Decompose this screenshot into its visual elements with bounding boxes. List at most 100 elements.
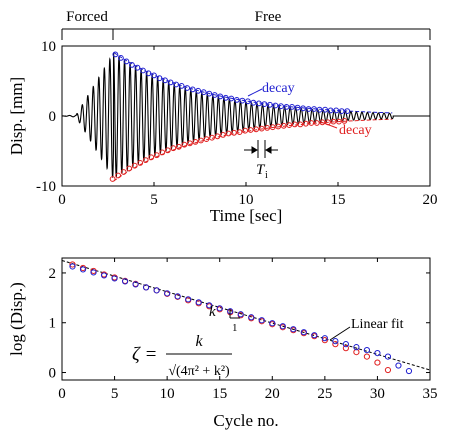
upper-peaks-log-marker xyxy=(321,335,328,342)
upper-peaks-log-marker xyxy=(248,314,255,321)
upper-peaks-log-marker xyxy=(353,344,360,351)
lower-peak-marker xyxy=(170,145,177,152)
x-tick-label: 20 xyxy=(265,386,280,402)
lower-peak-marker xyxy=(159,149,166,156)
slope-label-run: 1 xyxy=(232,322,238,334)
lower-decay-envelope xyxy=(113,118,393,182)
lower-peak-marker xyxy=(192,139,199,145)
lower-peak-marker xyxy=(214,133,221,140)
upper-peak-marker xyxy=(195,87,202,94)
upper-peak-marker xyxy=(217,93,224,100)
lower-peak-marker xyxy=(137,160,144,166)
lower-peak-marker xyxy=(336,118,342,125)
upper-peaks-log-marker xyxy=(206,302,213,309)
upper-peak-marker xyxy=(151,72,157,79)
lower-peaks-log-marker xyxy=(374,359,381,366)
upper-peaks-log-marker xyxy=(237,311,244,318)
upper-peaks-log-marker xyxy=(300,329,307,336)
peak-markers xyxy=(109,51,351,182)
formula-denominator: √(4π² + k²) xyxy=(168,364,230,379)
lower-peak-marker xyxy=(258,125,265,132)
decay-arrow-lower xyxy=(320,121,338,129)
upper-peak-marker xyxy=(322,106,329,113)
upper-peak-marker xyxy=(211,92,218,98)
top-y-axis-label: Disp. [mm] xyxy=(7,77,26,155)
decay-arrow-upper xyxy=(247,88,263,97)
upper-peaks-log-marker xyxy=(132,281,139,288)
x-tick-label: 15 xyxy=(331,192,346,208)
period-label: T xyxy=(256,162,266,178)
upper-peak-marker xyxy=(294,104,301,111)
lower-peak-marker xyxy=(109,176,116,182)
upper-peaks-log-marker xyxy=(374,350,381,357)
lower-peak-marker xyxy=(236,129,243,136)
x-tick-label: 5 xyxy=(150,192,158,208)
upper-peak-marker xyxy=(311,106,317,112)
lower-peak-marker xyxy=(142,157,149,164)
formula-numerator: k xyxy=(195,333,203,350)
x-tick-label: 10 xyxy=(239,192,254,208)
slope-label-k: k xyxy=(209,304,216,320)
upper-peak-marker xyxy=(117,55,124,61)
damping-formula: ζ = k √(4π² + k²) xyxy=(132,333,232,379)
y-tick-label: 10 xyxy=(41,39,56,55)
upper-peak-marker xyxy=(261,101,268,107)
upper-peak-marker xyxy=(239,97,246,104)
upper-peaks-log-marker xyxy=(395,362,402,369)
lower-peak-marker xyxy=(330,118,337,125)
x-tick-label: 10 xyxy=(160,386,175,402)
upper-peak-marker xyxy=(305,106,312,112)
lower-peak-marker xyxy=(313,120,320,126)
decay-annotation-upper: decay xyxy=(247,81,295,97)
upper-peak-marker xyxy=(173,81,179,88)
upper-peaks-log-marker xyxy=(384,353,392,360)
upper-peak-marker xyxy=(272,102,279,109)
lower-peaks-log-marker xyxy=(342,345,349,352)
upper-peak-marker xyxy=(167,79,174,86)
upper-peaks-log-marker xyxy=(405,367,413,375)
upper-peak-marker xyxy=(140,67,146,74)
lower-peak-marker xyxy=(153,152,160,159)
lower-peaks-log-marker xyxy=(384,366,392,374)
lower-peak-marker xyxy=(148,154,155,161)
upper-peaks-log-marker xyxy=(279,323,286,330)
upper-peak-marker xyxy=(255,100,262,107)
upper-decay-envelope xyxy=(113,51,393,114)
upper-peaks-log-marker xyxy=(164,290,171,297)
lower-peak-marker xyxy=(291,121,298,128)
lower-peak-marker xyxy=(275,123,282,130)
upper-peak-marker xyxy=(184,85,191,91)
x-tick-label: 0 xyxy=(58,192,66,208)
upper-peak-marker xyxy=(129,62,135,68)
linear-fit-line xyxy=(61,260,431,371)
lower-peak-marker xyxy=(280,122,287,129)
upper-peak-marker xyxy=(200,89,207,96)
x-tick-label: 15 xyxy=(212,386,227,402)
upper-peaks-log-marker xyxy=(195,299,202,306)
top-x-axis-label: Time [sec] xyxy=(210,206,283,225)
upper-peak-marker xyxy=(189,86,196,93)
upper-peak-marker xyxy=(333,107,340,114)
log-peak-markers xyxy=(69,261,413,375)
x-tick-label: 20 xyxy=(423,192,438,208)
lower-peak-marker xyxy=(186,140,193,147)
lower-peak-marker xyxy=(225,130,232,137)
lower-peak-marker xyxy=(319,119,326,126)
lower-peak-marker xyxy=(131,162,138,169)
formula-lhs: ζ = xyxy=(132,344,157,365)
upper-peak-marker xyxy=(338,108,345,114)
bottom-plot-frame xyxy=(61,257,431,381)
lower-peak-marker xyxy=(341,118,348,124)
linear-fit-arrow xyxy=(329,326,351,341)
upper-peak-marker xyxy=(300,105,306,112)
upper-peak-marker xyxy=(344,108,351,114)
lower-peak-marker xyxy=(115,172,122,179)
signal-line xyxy=(61,52,430,178)
lower-peak-marker xyxy=(286,122,293,128)
bottom-x-axis-label: Cycle no. xyxy=(213,411,278,430)
period-label-subscript: i xyxy=(265,170,268,181)
upper-peak-marker xyxy=(278,103,284,110)
lower-peak-marker xyxy=(209,134,215,141)
upper-peaks-log-marker xyxy=(79,266,87,273)
upper-peaks-log-marker xyxy=(143,284,150,291)
